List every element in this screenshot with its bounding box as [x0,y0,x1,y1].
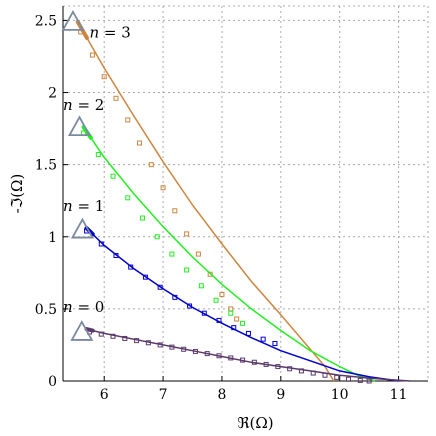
series-3-point [181,346,187,352]
series-0-point [160,185,166,191]
series-2-point [157,284,163,290]
series-1-point [125,195,131,201]
series-1-point [198,283,204,289]
series-2-point [172,294,178,300]
series-2-point [245,330,251,336]
series-3-point [134,338,140,344]
series-2-point [98,241,104,247]
series-0-point [113,95,119,101]
y-tick-label: 1 [48,230,57,246]
series-3 [70,320,411,384]
series-3-point [204,351,210,357]
y-tick-label: 0.5 [35,302,57,318]
series-0-point [172,208,178,214]
series-3-point [251,359,257,365]
annotation-n-0: n = 3 [89,24,130,42]
x-tick-label: 10 [331,387,349,403]
series-0-start-triangle [61,10,85,31]
tick-labels: 6 7 8 9 10 11 0 0.5 1 1.5 2 2.5 [35,13,408,403]
x-tick-label: 8 [217,387,226,403]
series-0-point [137,140,143,146]
x-tick-label: 7 [159,387,168,403]
series-3-curve [86,328,411,382]
series-1-start-triangle [67,115,92,137]
series-2-point [113,253,119,259]
series-0-point [101,74,107,80]
series-3-point [157,342,163,348]
series-1-curve [82,126,376,382]
series-1-point [240,320,246,326]
series-3-point [98,331,104,337]
y-tick-label: 0 [48,374,57,390]
series-2-point [142,274,148,280]
x-tick-label: 6 [100,387,109,403]
series-3-point [366,378,372,384]
y-tick-label: 2 [48,86,57,102]
series-2-point [260,336,266,342]
series [61,10,411,384]
series-2-point [201,310,207,316]
series-1-point [184,267,190,273]
axes [62,6,428,382]
series-2-point [272,341,278,346]
series-3-point [346,376,352,382]
y-axis-label: -ℑ(Ω) [8,174,26,214]
series-3-point [357,377,363,383]
grid [63,5,429,381]
series-1-point [169,251,175,257]
series-3-point [240,357,246,363]
series-3-point [287,366,293,372]
series-3-point [322,372,328,378]
series-0-point [234,316,240,322]
x-axis-label: ℜ(Ω) [237,414,273,432]
series-3-start-triangle [70,320,94,341]
series-0-point [89,52,95,58]
series-3-point [122,335,128,341]
series-3-point [169,344,175,350]
series-3-point [275,364,281,370]
annotation-n-3: n = 0 [63,298,104,316]
series-0-point [184,231,190,237]
series-3-point [228,355,234,361]
series-2-start-triangle [70,217,94,239]
series-3-point [110,333,116,339]
y-tick-label: 2.5 [35,13,57,29]
series-2-point [231,325,237,331]
series-3-point [334,374,340,380]
series-2-point [216,317,222,323]
series-0-point [195,251,201,257]
series-1-point [110,173,116,179]
series-0-curve [77,21,335,382]
series-3-point [145,340,151,346]
annotations: n = 3 n = 2 n = 1 n = 0 [63,24,131,316]
series-0-point [125,117,131,123]
annotation-n-2: n = 1 [63,197,104,215]
series-2-point [128,264,134,270]
series-1-point [154,234,160,240]
series-2-point [187,303,193,309]
series-3-point [263,361,269,367]
series-0 [61,10,335,382]
series-3-point [310,370,316,376]
series-1 [67,115,376,382]
series-1-point [95,152,101,158]
series-2 [70,217,399,382]
series-1-point [213,297,219,303]
annotation-n-1: n = 2 [63,96,104,114]
x-tick-label: 9 [276,387,285,403]
series-0-point [148,162,154,168]
series-1-point [139,215,145,221]
series-0-point [219,291,225,297]
y-tick-label: 1.5 [35,158,57,174]
x-tick-label: 11 [390,387,408,403]
series-1-point [228,310,234,316]
series-3-point [298,368,304,374]
series-3-point [216,353,222,359]
series-3-point [192,348,198,354]
